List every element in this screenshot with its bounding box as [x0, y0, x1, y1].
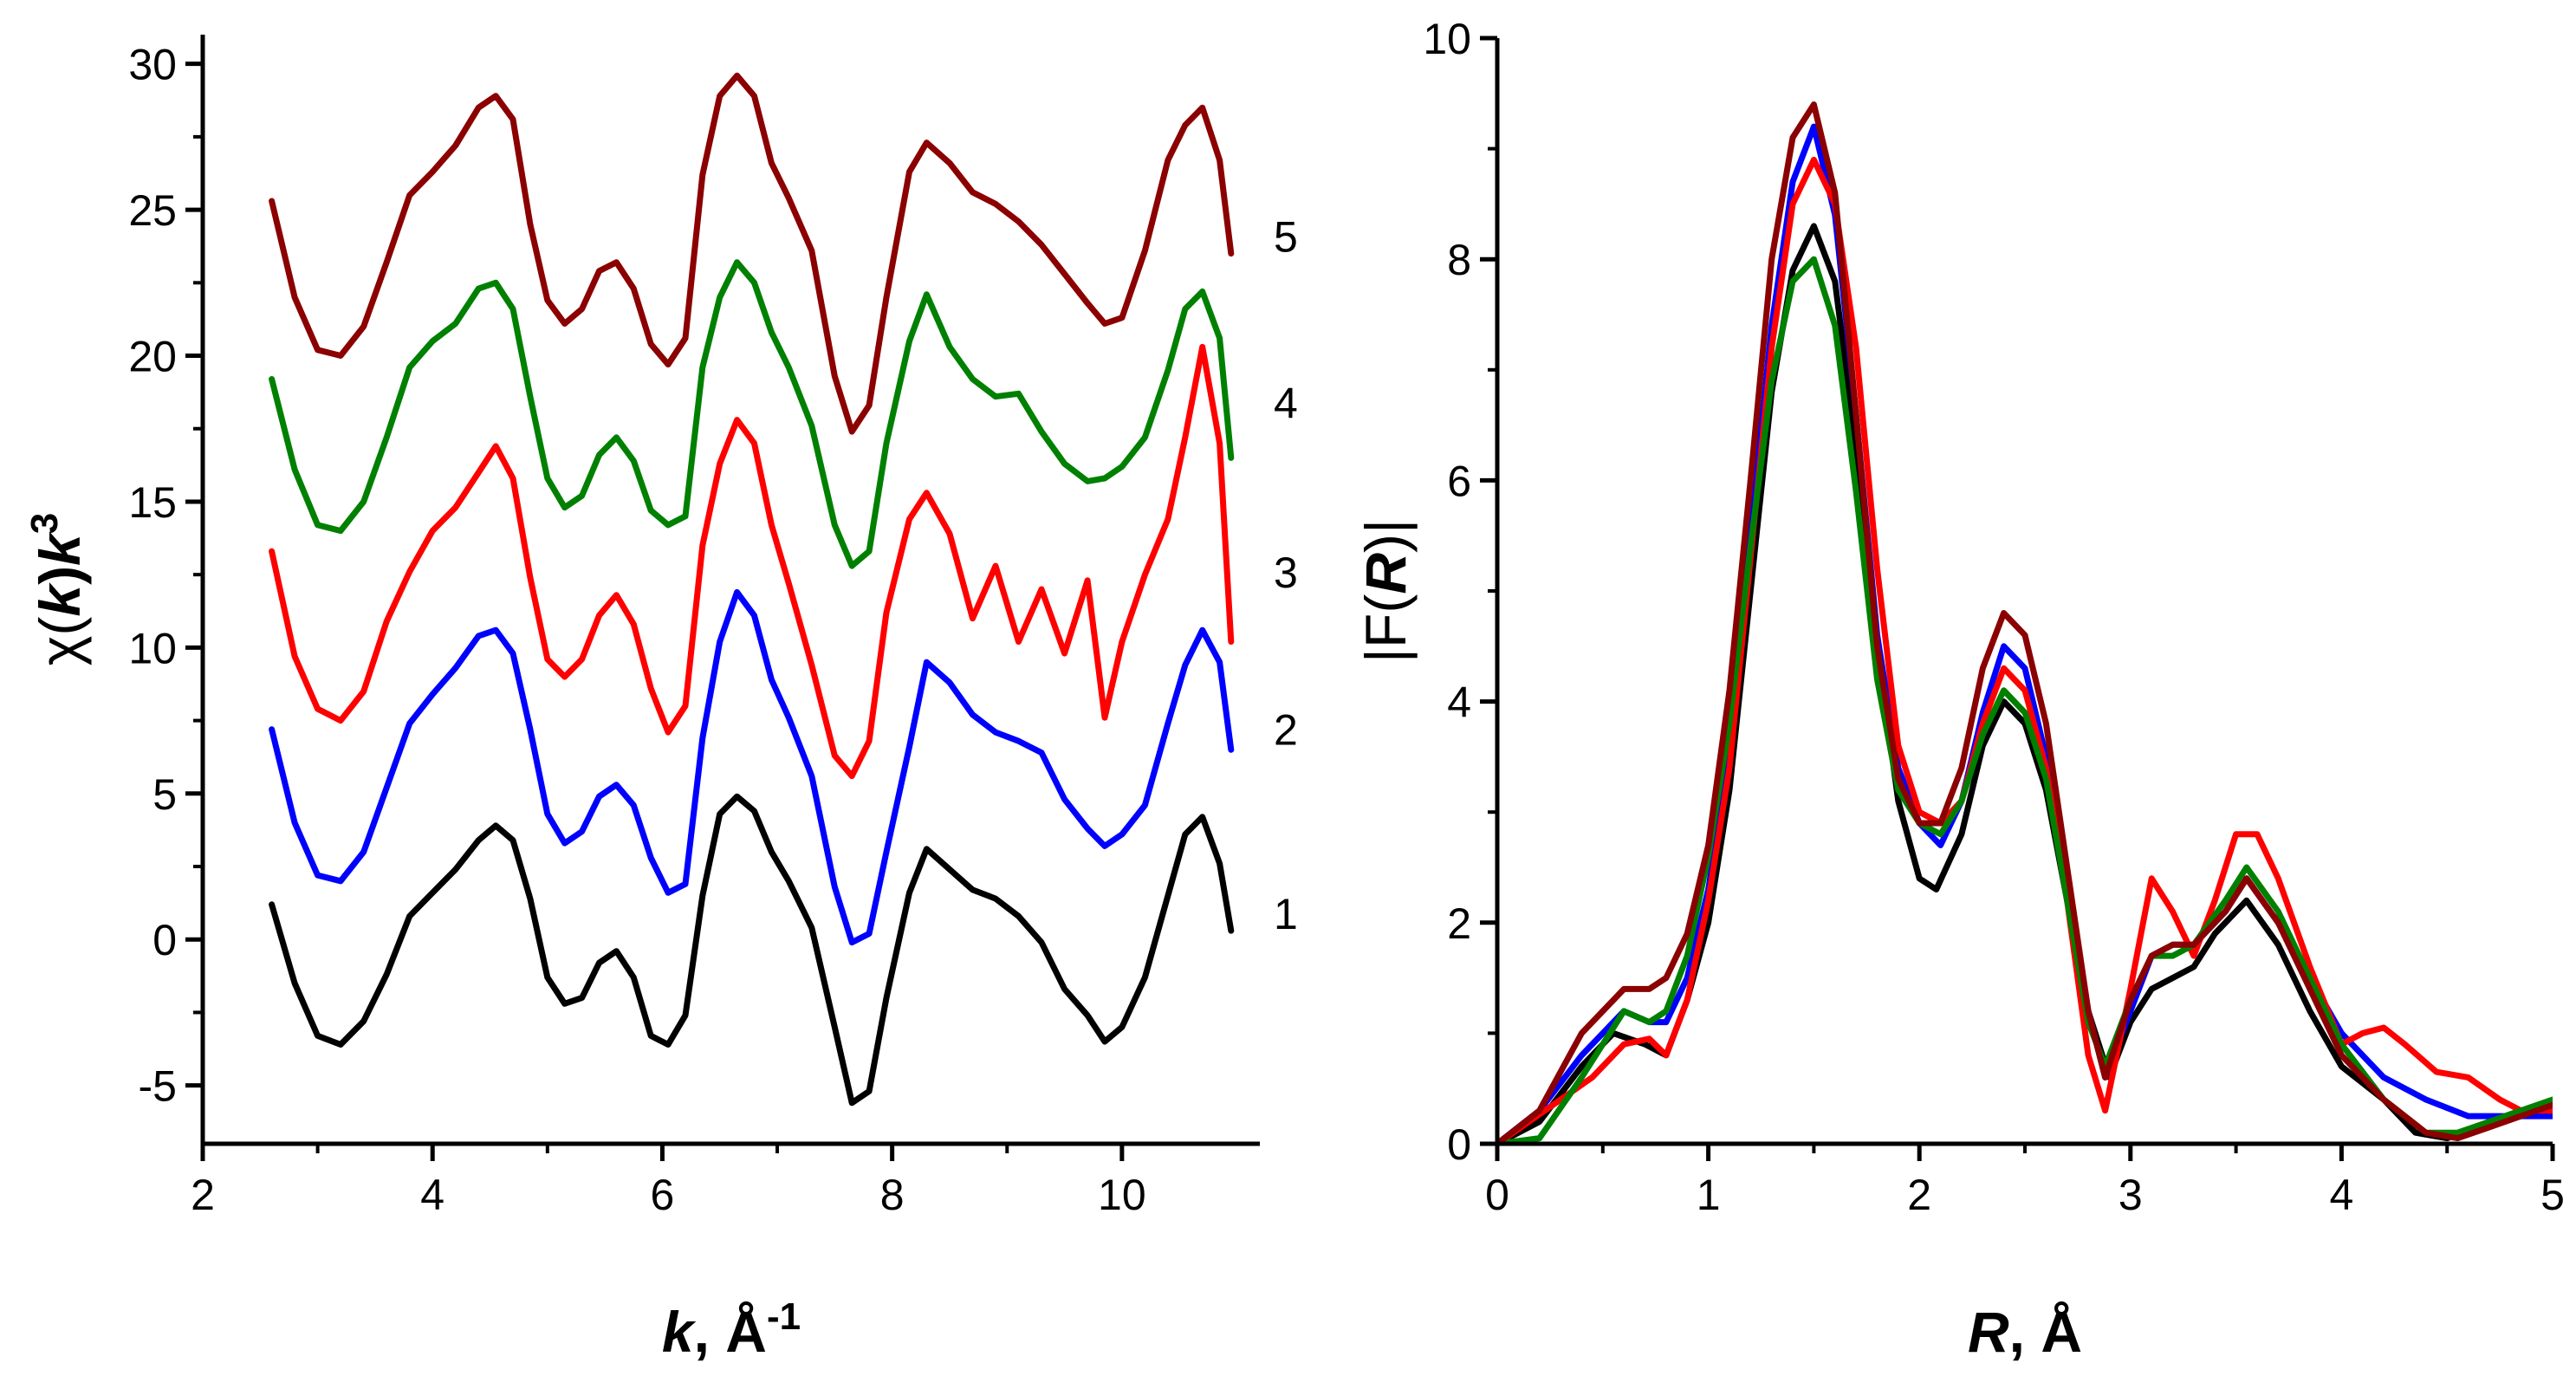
series-line-4 — [269, 259, 1235, 569]
series-line-1 — [269, 793, 1235, 1107]
left-x-axis-title: k, Å-1 — [662, 1295, 801, 1364]
y-tick-label: 15 — [128, 478, 177, 527]
y-tick-label: 4 — [1447, 678, 1471, 727]
right-y-axis-title: |F(R)| — [1353, 519, 1418, 663]
series-line-1 — [1497, 223, 2553, 1144]
x-tick-label: 4 — [2329, 1171, 2353, 1219]
y-tick-label: 10 — [128, 624, 177, 672]
series-line-3 — [269, 343, 1235, 780]
x-tick-label: 5 — [2540, 1171, 2565, 1219]
right-ticks: 0 1 2 3 4 5 0 2 4 6 8 10 — [1423, 15, 2565, 1219]
x-tick-label: 3 — [2119, 1171, 2143, 1219]
series-tag-4: 4 — [1274, 379, 1298, 427]
left-y-axis-title: χ(k)k3 — [23, 513, 92, 666]
series-tag-2: 2 — [1274, 706, 1298, 755]
y-tick-label: 0 — [152, 916, 177, 964]
fourier-transform-chart: 0 1 2 3 4 5 0 2 4 6 8 10 R, Å |F(R)| — [1353, 15, 2565, 1364]
series-tag-1: 1 — [1274, 890, 1298, 938]
x-tick-label: 8 — [880, 1171, 905, 1219]
right-x-axis-title: R, Å — [1968, 1300, 2082, 1364]
y-tick-label: 2 — [1447, 899, 1471, 948]
x-tick-label: 6 — [651, 1171, 675, 1219]
ft-series-group — [1497, 101, 2553, 1144]
x-tick-label: 2 — [1907, 1171, 1931, 1219]
x-tick-label: 2 — [191, 1171, 215, 1219]
x-tick-label: 10 — [1098, 1171, 1146, 1219]
y-tick-label: -5 — [139, 1062, 177, 1111]
chi-k-chart: 2 4 6 8 10 -5 0 5 10 15 20 25 30 1 2 3 4 5 k, Å-1 χ(k)k3 — [23, 35, 1298, 1364]
series-tag-3: 3 — [1274, 548, 1298, 597]
y-tick-label: 10 — [1423, 15, 1471, 63]
chi-k-series-group — [269, 72, 1235, 1107]
series-line-2 — [269, 588, 1235, 946]
series-line-5 — [1497, 101, 2553, 1144]
y-tick-label: 5 — [152, 770, 177, 819]
left-series-tags: 1 2 3 4 5 — [1274, 212, 1298, 938]
y-tick-label: 6 — [1447, 457, 1471, 505]
series-line-3 — [1497, 156, 2553, 1144]
y-tick-label: 8 — [1447, 236, 1471, 284]
y-tick-label: 25 — [128, 186, 177, 235]
x-tick-label: 1 — [1697, 1171, 1721, 1219]
series-line-5 — [269, 72, 1235, 435]
y-tick-label: 0 — [1447, 1120, 1471, 1169]
y-tick-label: 30 — [128, 41, 177, 89]
left-ticks: 2 4 6 8 10 -5 0 5 10 15 20 25 30 — [128, 41, 1145, 1219]
series-tag-5: 5 — [1274, 212, 1298, 261]
x-tick-label: 0 — [1485, 1171, 1509, 1219]
y-tick-label: 20 — [128, 333, 177, 381]
x-tick-label: 4 — [420, 1171, 444, 1219]
